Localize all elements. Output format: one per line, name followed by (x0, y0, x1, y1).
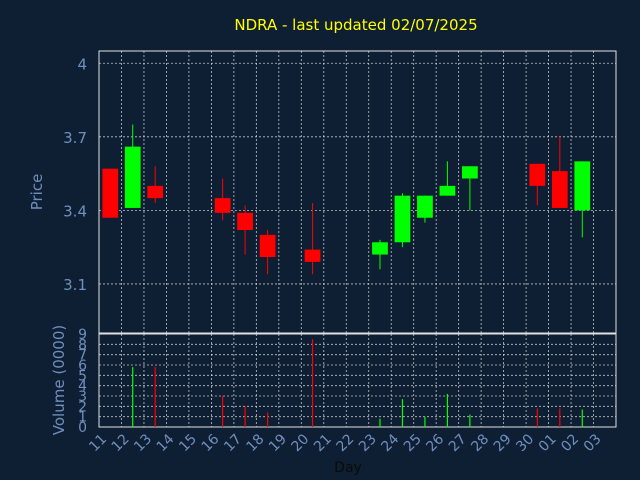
candle-body (574, 161, 591, 211)
candle-body (372, 242, 388, 255)
candle-body (214, 198, 231, 213)
candle-body (102, 168, 119, 218)
price-plot-frame (98, 50, 617, 334)
candle-body (462, 166, 478, 179)
candle-body (439, 185, 456, 196)
price-tick-label: 4 (77, 55, 87, 73)
candle-body (304, 249, 321, 262)
candle-body (417, 195, 433, 218)
price-tick-label: 3.4 (63, 202, 87, 220)
volume-tick-label: 3 (78, 389, 87, 405)
volume-tick-label: 5 (78, 368, 87, 384)
volume-plot-frame (98, 333, 617, 428)
volume-tick-label: 1 (78, 410, 87, 426)
x-tick-labels: 1112131415161718192021222324252627282930… (86, 431, 604, 455)
chart-title: NDRA - last updated 02/07/2025 (234, 16, 477, 34)
volume-axis-label: Volume (0000) (50, 325, 68, 435)
price-panel: 3.1 3.4 3.7 4 (63, 50, 617, 334)
price-tick-label: 3.1 (63, 276, 87, 294)
volume-tick-label: 2 (78, 399, 87, 415)
price-axis-label: Price (28, 174, 46, 211)
volume-tick-label: 8 (78, 337, 87, 353)
price-tick-label: 3.7 (63, 129, 87, 147)
day-axis-label: Day (334, 460, 362, 476)
candle-body (237, 212, 253, 231)
volume-tick-label: 4 (78, 379, 87, 395)
candle-body (394, 195, 411, 243)
volume-tick-label: 6 (78, 358, 87, 374)
volume-tick-label: 7 (78, 348, 87, 364)
candle-body (551, 171, 568, 208)
candle-body (259, 234, 276, 257)
candle-body (147, 185, 164, 199)
candle-body (529, 163, 546, 186)
volume-tick-label: 0 (78, 420, 87, 436)
candle-body (124, 146, 141, 208)
volume-tick-label: 9 (78, 327, 87, 343)
